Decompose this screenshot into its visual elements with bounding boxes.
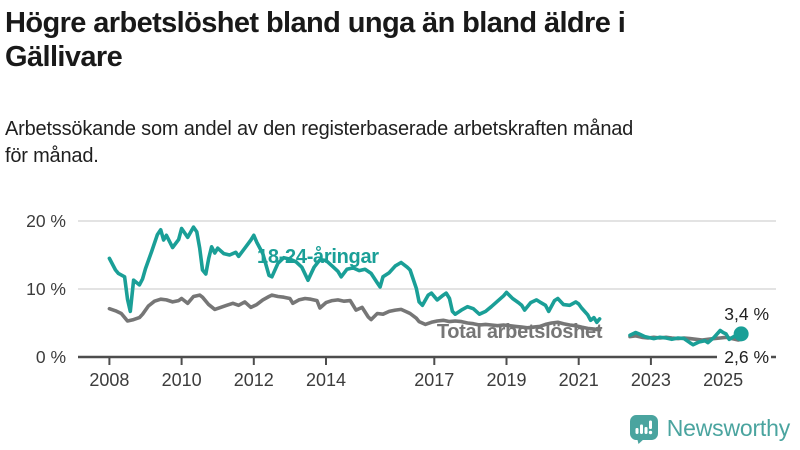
series-label: Total arbetslöshet: [437, 321, 603, 343]
x-tick-label: 2010: [162, 370, 202, 390]
newsworthy-bubble-icon: [629, 415, 658, 444]
end-label-bg: [717, 347, 771, 365]
brand-name: Newsworthy: [666, 415, 790, 441]
chart-subtitle: Arbetssökande som andel av den registerb…: [5, 118, 634, 167]
end-label-total: 2,6 %: [724, 347, 769, 367]
x-tick-label: 2019: [486, 370, 526, 390]
end-label-youth: 3,4 %: [724, 304, 769, 324]
x-tick-label: 2014: [306, 370, 346, 390]
y-tick-label: 0 %: [36, 347, 66, 367]
x-tick-label: 2017: [414, 370, 454, 390]
page-title: Högre arbetslöshet bland unga än bland ä…: [5, 7, 626, 74]
series-end-dot: [733, 326, 749, 342]
series-line-youth: [107, 225, 602, 325]
y-tick-label: 10 %: [26, 279, 66, 299]
x-tick-label: 2023: [631, 370, 671, 390]
x-tick-label: 2012: [234, 370, 274, 390]
x-tick-label: 2008: [89, 370, 129, 390]
series-line-total: [107, 293, 602, 332]
chart-header: Högre arbetslöshet bland unga än bland ä…: [5, 6, 793, 167]
newsworthy-logo: Newsworthy: [629, 413, 790, 444]
y-tick-label: 20 %: [26, 211, 66, 231]
x-tick-label: 2025: [703, 370, 743, 390]
x-tick-label: 2021: [559, 370, 599, 390]
series-line-youth: [628, 328, 743, 347]
series-label: 18-24-åringar: [257, 245, 379, 268]
